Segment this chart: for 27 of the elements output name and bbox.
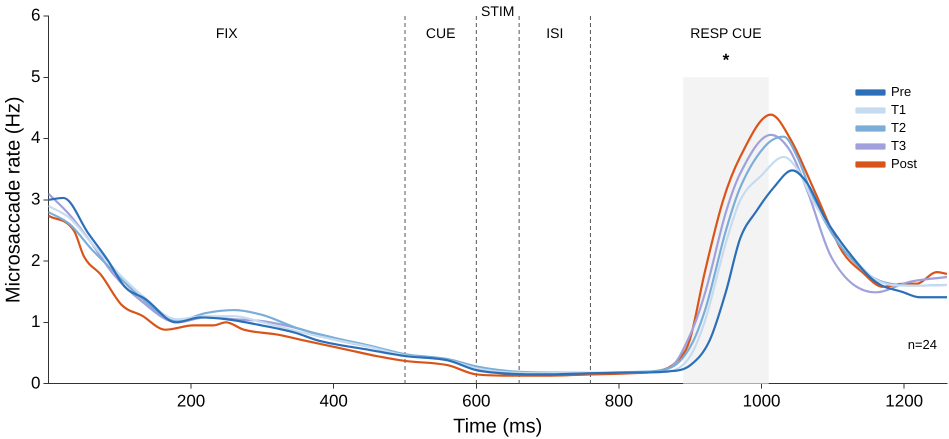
x-tick-label: 1000 — [742, 391, 780, 410]
annotation: FIX — [216, 24, 238, 41]
annotation: * — [722, 50, 730, 70]
x-tick-label: 400 — [320, 391, 348, 410]
annotation: n=24 — [908, 337, 937, 352]
annotation: RESP CUE — [690, 24, 762, 41]
annotation: STIM — [481, 2, 514, 19]
legend-label: Pre — [890, 84, 912, 100]
annotation: CUE — [426, 24, 456, 41]
x-tick-label: 1200 — [885, 391, 924, 410]
y-tick-label: 6 — [30, 6, 40, 25]
y-tick-label: 5 — [30, 66, 40, 86]
legend-label: T1 — [890, 102, 906, 118]
x-axis-title: Time (ms) — [453, 416, 542, 438]
annotation: ISI — [546, 24, 564, 41]
y-axis-title: Microsaccade rate (Hz) — [2, 96, 25, 304]
y-tick-label: 1 — [30, 312, 40, 332]
legend-label: Post — [890, 156, 918, 172]
y-tick-label: 3 — [30, 189, 40, 208]
x-tick-label: 800 — [604, 391, 634, 410]
y-tick-label: 4 — [30, 128, 40, 148]
legend-label: T2 — [890, 120, 906, 136]
x-tick-label: 200 — [176, 391, 206, 410]
y-tick-label: 0 — [30, 373, 40, 392]
legend-label: T3 — [890, 138, 906, 154]
x-tick-label: 600 — [462, 391, 491, 410]
y-tick-label: 2 — [30, 250, 40, 270]
